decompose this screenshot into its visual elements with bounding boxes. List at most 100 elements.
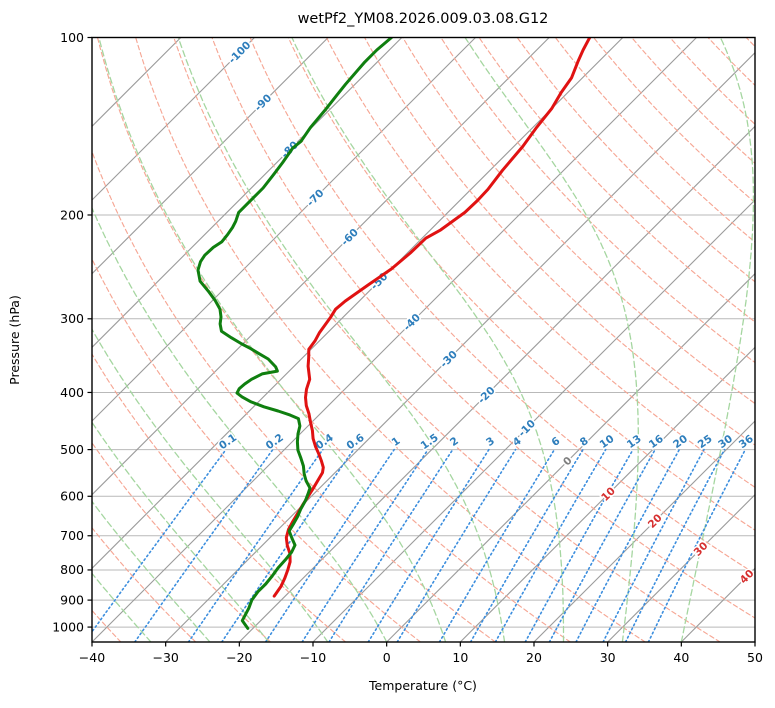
dry-adiabat-line <box>516 37 755 283</box>
isotherm-line <box>754 641 755 642</box>
dry-adiabat-line <box>478 37 755 323</box>
y-axis-label: Pressure (hPa) <box>7 295 22 385</box>
y-tick-label: 200 <box>60 207 84 222</box>
moist-adiabat-line <box>92 500 211 642</box>
isotherm-line <box>92 37 329 275</box>
dry-adiabat-line <box>707 37 755 87</box>
mixing-ratio-label: 8 <box>578 435 591 449</box>
x-tick-label: −30 <box>152 650 178 665</box>
x-tick-label: 10 <box>452 650 468 665</box>
y-tick-label: 600 <box>60 489 84 504</box>
dry-adiabat-line <box>593 37 755 204</box>
moist-adiabat-line <box>98 37 447 642</box>
mixing-ratio-label: 20 <box>671 433 690 451</box>
temperature-curve <box>272 37 592 598</box>
y-tick-label: 100 <box>60 30 84 45</box>
isotherm-line <box>92 37 182 128</box>
isotherm-line <box>459 346 755 642</box>
moist-adiabat-line <box>291 37 565 642</box>
dry-adiabat-line <box>631 37 755 165</box>
x-tick-label: 50 <box>747 650 763 665</box>
dry-adiabat-line <box>669 37 755 126</box>
isotherm-line <box>92 37 624 570</box>
sounding-profiles <box>196 37 592 630</box>
background-isopleths <box>92 37 755 642</box>
moist-adiabat-line <box>177 37 506 642</box>
dry-adiabat-line <box>364 37 755 446</box>
moist-adiabat-line <box>680 37 755 642</box>
isotherm-line <box>92 37 550 496</box>
isopleth-labels: 0.1 0.2 0.4 0.6 1 1.5 2 3 4 6 8 10 13 16 20 25 30 36-100-… <box>215 38 755 588</box>
x-tick-label: 20 <box>526 650 542 665</box>
mixing-ratio-label: 6 <box>549 435 562 449</box>
x-axis-label: Temperature (°C) <box>368 678 477 693</box>
dry-adiabat-line <box>92 257 421 642</box>
dry-adiabat-line <box>745 37 755 48</box>
y-tick-label: 1000 <box>52 619 84 634</box>
dry-adiabat-line <box>554 37 755 243</box>
isotherm-line <box>92 37 698 642</box>
x-tick-label: 30 <box>600 650 616 665</box>
isotherm-line <box>165 51 755 642</box>
mixing-ratio-line <box>469 448 584 642</box>
axes-frame <box>91 36 756 643</box>
dry-adiabat-line <box>92 441 272 642</box>
mixing-ratio-line <box>134 448 274 642</box>
mixing-ratio-line <box>367 448 490 642</box>
mixing-ratio-line <box>264 448 395 642</box>
mixing-ratio-line <box>548 448 656 642</box>
mixing-ratio-line <box>396 448 517 642</box>
axis-ticks: −40 −30 −20 −10 0 10 20 30 40 50 100 200 300 400 500 60… <box>52 30 763 665</box>
mixing-ratio-line <box>92 448 227 634</box>
y-tick-label: 900 <box>60 592 84 607</box>
moist-adiabat-line <box>92 421 270 642</box>
mixing-ratio-line <box>647 448 747 642</box>
mixing-ratio-label: 13 <box>625 433 644 451</box>
isotherm-line <box>92 37 256 201</box>
moist-adiabat-line <box>464 37 639 642</box>
plot-border <box>91 36 756 643</box>
dry-adiabat-line <box>325 37 755 489</box>
isotherm-line <box>386 272 755 642</box>
dry-adiabat-line <box>135 37 646 642</box>
isotherm-line <box>607 493 755 642</box>
x-tick-label: −40 <box>79 650 105 665</box>
x-tick-label: −10 <box>300 650 326 665</box>
isotherm-line <box>92 37 477 422</box>
dry-adiabat-line <box>440 37 755 364</box>
mixing-ratio-line <box>624 448 726 642</box>
y-tick-label: 400 <box>60 385 84 400</box>
y-tick-label: 800 <box>60 562 84 577</box>
dry-adiabat-line <box>173 37 721 642</box>
mixing-ratio-label: 3 <box>484 435 497 449</box>
mixing-ratio-line <box>328 448 454 642</box>
y-tick-label: 500 <box>60 442 84 457</box>
x-tick-label: 0 <box>383 650 391 665</box>
dry-adiabat-line <box>96 37 571 642</box>
dry-adiabat-line <box>249 37 755 575</box>
isotherm-line <box>312 199 755 642</box>
mixing-ratio-line <box>438 448 556 642</box>
mixing-ratio-line <box>494 448 607 642</box>
isotherm-line <box>533 420 755 642</box>
isotherm-line <box>238 125 755 642</box>
mixing-ratio-label: 1 <box>390 435 403 449</box>
mixing-ratio-label: 10 <box>598 433 617 451</box>
dry-adiabat-line <box>92 526 197 642</box>
mixing-ratio-label: 2 <box>448 435 461 449</box>
mixing-ratio-line <box>301 448 429 642</box>
dry-adiabat-line <box>92 149 496 642</box>
mixing-ratio-label: 30 <box>716 433 735 451</box>
y-tick-label: 700 <box>60 528 84 543</box>
dry-adiabat-line <box>211 37 755 619</box>
moist-adiabat-line <box>92 328 329 642</box>
mixing-ratio-line <box>524 448 634 642</box>
mixing-ratio-line <box>187 448 324 642</box>
mixing-ratio-line <box>602 448 705 642</box>
x-tick-label: −20 <box>226 650 252 665</box>
chart-title: wetPf2_YM08.2026.009.03.08.G12 <box>298 11 549 27</box>
moist-adiabat-line <box>92 572 152 642</box>
mixing-ratio-line <box>575 448 681 642</box>
